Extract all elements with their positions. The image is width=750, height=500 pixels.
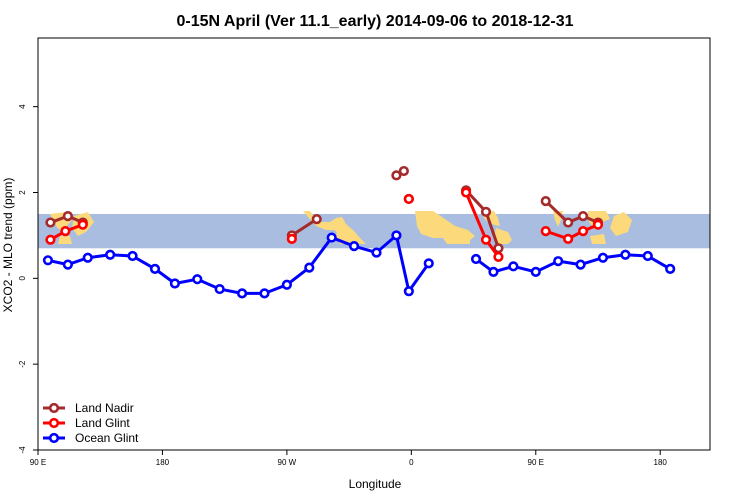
data-point (577, 211, 589, 222)
chart-title: 0-15N April (Ver 11.1_early) 2014-09-06 … (177, 13, 574, 30)
y-tick-label: -2 (18, 360, 27, 368)
data-point (423, 258, 434, 269)
x-tick-label: 90 W (278, 458, 297, 467)
legend-label: Ocean Glint (75, 431, 139, 445)
x-axis-label: Longitude (349, 477, 402, 491)
y-axis-label: XCO2 - MLO trend (ppm) (1, 178, 15, 313)
x-axis: 90 E 180 90 W 0 90 E 180 (30, 450, 668, 467)
data-point (391, 230, 402, 241)
data-point (493, 251, 504, 262)
x-tick-label: 180 (654, 458, 668, 467)
data-point (77, 219, 88, 230)
legend-swatch-marker (48, 402, 60, 414)
data-point (403, 286, 414, 297)
data-point (592, 219, 604, 230)
data-point (508, 261, 519, 272)
legend-swatch-marker (48, 417, 60, 429)
data-point (127, 250, 138, 262)
data-point (169, 278, 180, 289)
legend-swatch-marker (48, 432, 60, 444)
data-point (371, 247, 382, 258)
data-point (45, 217, 56, 228)
series-layer (42, 165, 676, 299)
data-point (391, 170, 402, 181)
data-point (642, 250, 653, 262)
data-point (45, 234, 56, 245)
x-tick-label: 90 E (528, 458, 544, 467)
legend-label: Land Nadir (75, 401, 134, 415)
data-point (259, 288, 270, 299)
map-background (38, 211, 710, 249)
data-point (575, 259, 586, 270)
data-point (563, 217, 574, 228)
data-point (403, 193, 414, 205)
data-point (665, 263, 676, 274)
data-point (488, 266, 499, 277)
x-tick-label: 0 (409, 458, 414, 467)
data-point (540, 226, 551, 237)
data-point (60, 226, 71, 237)
data-point (530, 266, 541, 277)
series-ocean-glint (42, 230, 676, 299)
data-point (553, 256, 564, 267)
data-point (304, 262, 315, 273)
y-tick-label: 4 (18, 104, 27, 109)
data-point (149, 263, 161, 274)
data-point (348, 241, 360, 252)
data-point (577, 226, 589, 237)
series-land-glint (45, 187, 604, 262)
data-point (326, 232, 337, 243)
data-point (105, 249, 116, 260)
legend-item: Land Glint (43, 416, 130, 430)
series-line (545, 223, 599, 241)
land-west-edge-small (58, 236, 72, 244)
land-islands-small (590, 234, 606, 244)
data-point (620, 249, 631, 260)
land-horn-of-africa (494, 228, 512, 244)
x-tick-label: 90 E (30, 458, 46, 467)
data-point (480, 206, 492, 217)
data-point (460, 187, 472, 198)
data-point (236, 288, 248, 299)
land-islands-east (610, 212, 632, 236)
x-tick-label: 180 (156, 458, 170, 467)
y-axis: -4 -2 0 2 4 (18, 104, 38, 454)
y-tick-label: 2 (18, 190, 27, 195)
data-point (82, 252, 93, 263)
data-point (563, 233, 574, 244)
data-point (597, 252, 609, 263)
data-point (286, 233, 297, 244)
series-line (475, 253, 671, 274)
land-mask (50, 211, 632, 244)
data-point (480, 234, 492, 245)
data-point (214, 283, 225, 295)
data-point (540, 195, 551, 207)
y-tick-label: -4 (18, 446, 27, 454)
data-point (281, 279, 292, 290)
data-point (398, 165, 409, 177)
data-point (192, 274, 203, 285)
data-point (470, 253, 482, 265)
data-point (311, 214, 322, 225)
legend-item: Ocean Glint (43, 431, 139, 445)
data-point (62, 211, 73, 222)
data-point (42, 255, 54, 266)
land-africa (415, 211, 475, 244)
plot-area (37, 37, 711, 451)
legend-item: Land Nadir (43, 401, 134, 415)
series-line (544, 200, 599, 225)
legend-label: Land Glint (75, 416, 130, 430)
y-tick-label: 0 (18, 276, 27, 281)
data-point (62, 259, 73, 270)
